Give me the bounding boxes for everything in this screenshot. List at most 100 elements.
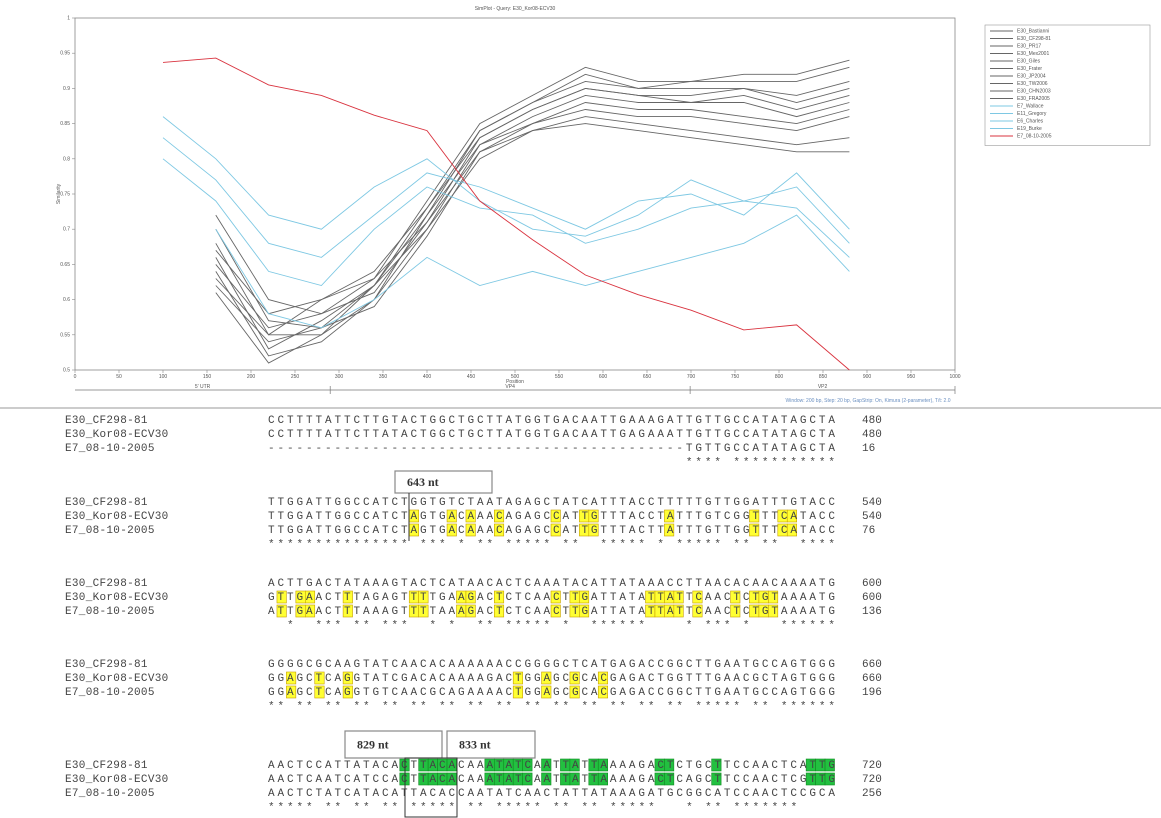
variant-highlight — [522, 758, 533, 772]
variant-highlight — [446, 523, 457, 537]
variant-highlight — [749, 509, 760, 523]
series-line — [215, 109, 850, 336]
variant-highlight — [418, 590, 429, 604]
variant-highlight — [692, 590, 703, 604]
variant-highlight — [446, 509, 457, 523]
variant-highlight — [342, 685, 353, 699]
y-tick-label: 1 — [67, 16, 70, 22]
variant-highlight — [276, 604, 287, 618]
series-line — [215, 94, 850, 350]
consensus: **** *********** — [268, 457, 835, 469]
sequence: CCTTTTATTCTTGTACTGGCTGCTTATGGTGACAATTGAA… — [268, 415, 835, 427]
variant-highlight — [465, 604, 476, 618]
sequence-name: E30_CF298-81 — [65, 578, 148, 590]
variant-highlight — [786, 509, 797, 523]
variant-highlight — [579, 604, 590, 618]
x-tick-label: 350 — [379, 374, 388, 380]
consensus: * *** ** *** * * ** ***** * ****** * ***… — [268, 620, 835, 632]
legend-label: E11_Gregory — [1017, 111, 1047, 117]
label-box — [394, 470, 493, 494]
sequence: AACTCTATCATACATTACACCAATATCAACTATTATAAAG… — [268, 788, 835, 800]
x-tick-label: 500 — [511, 374, 520, 380]
x-tick-label: 1000 — [949, 374, 960, 380]
y-tick-label: 0.65 — [60, 262, 70, 268]
legend-label: E7_Wallace — [1017, 104, 1044, 110]
variant-highlight — [550, 523, 561, 537]
x-tick-label: 450 — [467, 374, 476, 380]
variant-highlight — [786, 523, 797, 537]
region-label: VP2 — [818, 384, 828, 390]
y-tick-label: 0.55 — [60, 332, 70, 338]
position-number: 256 — [862, 788, 882, 800]
legend-label: E30_TW2006 — [1017, 81, 1048, 87]
sequence: GGAGCTCAGGTATCGACACAAAAGACTGGAGCGCACGAGA… — [268, 673, 835, 685]
variant-highlight — [541, 685, 552, 699]
y-tick-label: 0.6 — [63, 297, 70, 303]
variant-highlight — [569, 671, 580, 685]
variant-highlight — [588, 509, 599, 523]
legend-label: E30_Frater — [1017, 66, 1042, 72]
x-tick-label: 100 — [159, 374, 168, 380]
x-axis-label: Position — [506, 379, 524, 385]
legend-box — [984, 24, 1151, 146]
position-number: 720 — [862, 774, 882, 786]
series-line — [215, 123, 850, 364]
variant-highlight — [512, 685, 523, 699]
variant-highlight — [314, 671, 325, 685]
variant-highlight — [824, 758, 835, 772]
sequence-name: E30_CF298-81 — [65, 659, 148, 671]
x-tick-label: 300 — [335, 374, 344, 380]
variant-highlight — [711, 758, 722, 772]
x-tick-label: 50 — [116, 374, 122, 380]
variant-highlight — [304, 604, 316, 618]
x-tick-label: 800 — [775, 374, 784, 380]
variant-highlight — [664, 758, 675, 772]
variant-highlight — [730, 590, 741, 604]
variant-highlight — [465, 509, 476, 523]
x-tick-label: 150 — [203, 374, 212, 380]
position-label: 833 nt — [459, 738, 491, 752]
series-line — [162, 158, 850, 287]
sequence: AACTCAATCATCCACTTACACAAATATCAATTATTAAAAG… — [268, 774, 835, 786]
label-box — [446, 730, 536, 759]
region-label: VP4 — [505, 384, 515, 390]
sequence-name: E7_08-10-2005 — [65, 525, 155, 537]
legend-label: E6_Charles — [1017, 119, 1044, 125]
legend-label: E7_08-10-2005 — [1017, 134, 1052, 140]
sequence-name: E30_CF298-81 — [65, 415, 148, 427]
variant-highlight — [569, 758, 580, 772]
x-tick-label: 650 — [643, 374, 652, 380]
sequence: ACTTGACTATAAAGTACTCATAACACTCAAATACATTATA… — [268, 578, 835, 590]
plot-area — [74, 17, 956, 371]
position-number: 660 — [862, 673, 882, 685]
series-line — [162, 57, 850, 371]
variant-highlight — [493, 590, 505, 604]
legend-label: E19_Burke — [1017, 126, 1042, 132]
position-number: 600 — [862, 578, 882, 590]
variant-highlight — [342, 671, 353, 685]
label-box — [344, 730, 443, 759]
variant-highlight — [673, 590, 684, 604]
x-tick-label: 950 — [907, 374, 916, 380]
variant-highlight — [664, 509, 675, 523]
variant-highlight — [276, 590, 287, 604]
position-number: 196 — [862, 687, 882, 699]
position-number: 540 — [862, 511, 882, 523]
sequence: GGAGCTCAGGTGTCAACGCAGAAAACTGGAGCGCACGAGA… — [268, 687, 835, 699]
y-tick-label: 0.95 — [60, 51, 70, 57]
legend-label: E30_PR17 — [1017, 44, 1041, 50]
x-tick-label: 850 — [819, 374, 828, 380]
annotation: Window: 200 bp, Step: 20 bp, GapStrip: O… — [786, 398, 951, 404]
sequence: TTGGATTGGCCATCTGGTGTCTAATAGAGCTATCATTTAC… — [268, 497, 835, 509]
region-label: 5' UTR — [195, 384, 211, 390]
breakpoint-box — [404, 757, 458, 818]
variant-highlight — [465, 590, 476, 604]
variant-highlight — [286, 685, 297, 699]
variant-highlight — [342, 604, 353, 618]
variant-highlight — [314, 685, 325, 699]
sequence: GGGGCGCAAGTATCAACACAAAAAACCGGGGCTCATGAGA… — [268, 659, 835, 671]
variant-highlight — [824, 772, 835, 786]
variant-highlight — [768, 590, 779, 604]
